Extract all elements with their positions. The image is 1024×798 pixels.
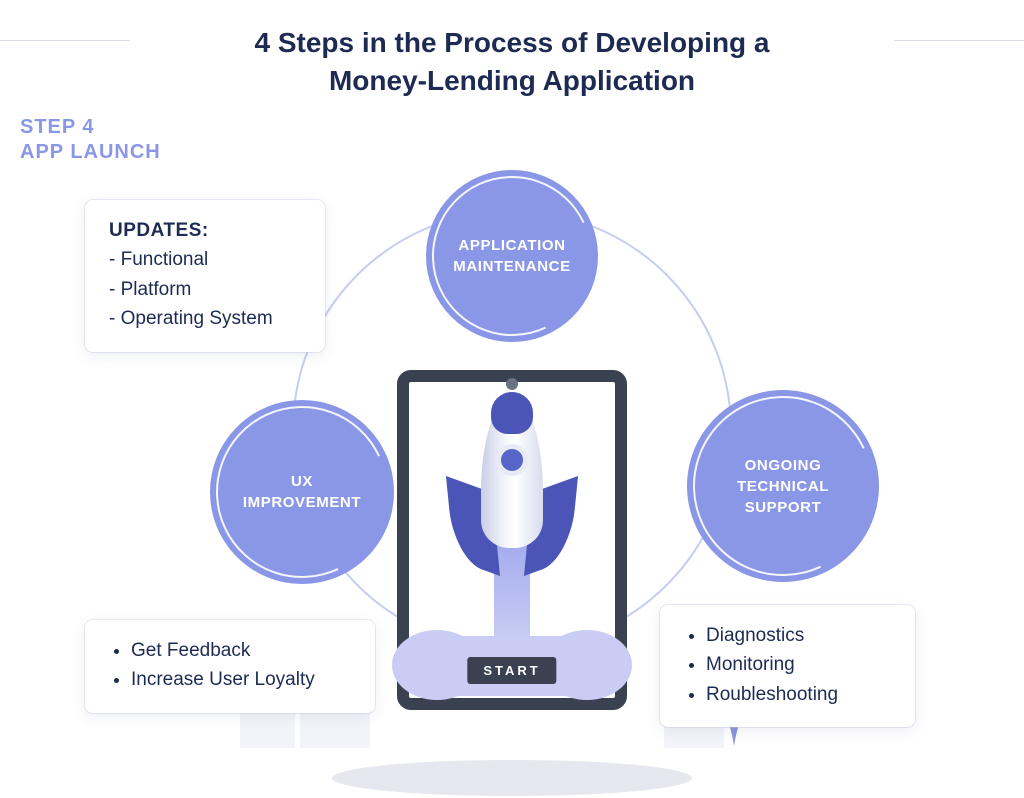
tablet-camera-dot bbox=[506, 378, 518, 390]
title-line-2: Money-Lending Application bbox=[329, 65, 695, 96]
list-item: Roubleshooting bbox=[706, 680, 891, 709]
decorative-rule-right bbox=[894, 40, 1024, 41]
decorative-rule-left bbox=[0, 40, 130, 41]
bubble-label: MAINTENANCE bbox=[439, 258, 584, 275]
bubble-label: ONGOING bbox=[731, 457, 836, 474]
start-button-label: START bbox=[483, 663, 540, 678]
tablet-device: START bbox=[397, 370, 627, 710]
step-number: STEP 4 bbox=[20, 115, 161, 140]
infobox-ux: Get Feedback Increase User Loyalty bbox=[85, 620, 375, 713]
rocket-window bbox=[496, 444, 528, 476]
infobox-updates: UPDATES: Functional Platform Operating S… bbox=[85, 200, 325, 352]
page-title: 4 Steps in the Process of Developing a M… bbox=[0, 0, 1024, 100]
bubble-application-maintenance: APPLICATION MAINTENANCE bbox=[426, 170, 598, 342]
bubble-ongoing-support: ONGOING TECHNICAL SUPPORT bbox=[687, 390, 879, 582]
bubble-label: APPLICATION bbox=[444, 237, 579, 254]
bubble-label: SUPPORT bbox=[731, 499, 836, 516]
list-item: Diagnostics bbox=[706, 621, 891, 650]
infobox-support: Diagnostics Monitoring Roubleshooting bbox=[660, 605, 915, 727]
infobox-heading: UPDATES: bbox=[109, 216, 301, 245]
ground-shadow bbox=[332, 760, 692, 796]
bubble-label: TECHNICAL bbox=[723, 478, 843, 495]
list-item: Functional bbox=[109, 245, 301, 274]
list-item: Platform bbox=[109, 275, 301, 304]
list-item: Get Feedback bbox=[131, 636, 351, 665]
bubble-label: UX bbox=[277, 473, 327, 490]
diagram-stage: START APPLICATION MAINTENANCE UX IMPROVE… bbox=[0, 160, 1024, 798]
list-item: Operating System bbox=[109, 304, 301, 333]
title-line-1: 4 Steps in the Process of Developing a bbox=[254, 27, 769, 58]
bubble-label: IMPROVEMENT bbox=[229, 494, 375, 511]
list-item: Monitoring bbox=[706, 650, 891, 679]
bubble-ux-improvement: UX IMPROVEMENT bbox=[210, 400, 394, 584]
step-label: STEP 4 APP LAUNCH bbox=[20, 115, 161, 165]
rocket-icon bbox=[442, 410, 582, 640]
start-button[interactable]: START bbox=[467, 657, 556, 684]
rocket-nose bbox=[491, 392, 533, 434]
list-item: Increase User Loyalty bbox=[131, 665, 351, 694]
rocket-body bbox=[481, 398, 543, 548]
